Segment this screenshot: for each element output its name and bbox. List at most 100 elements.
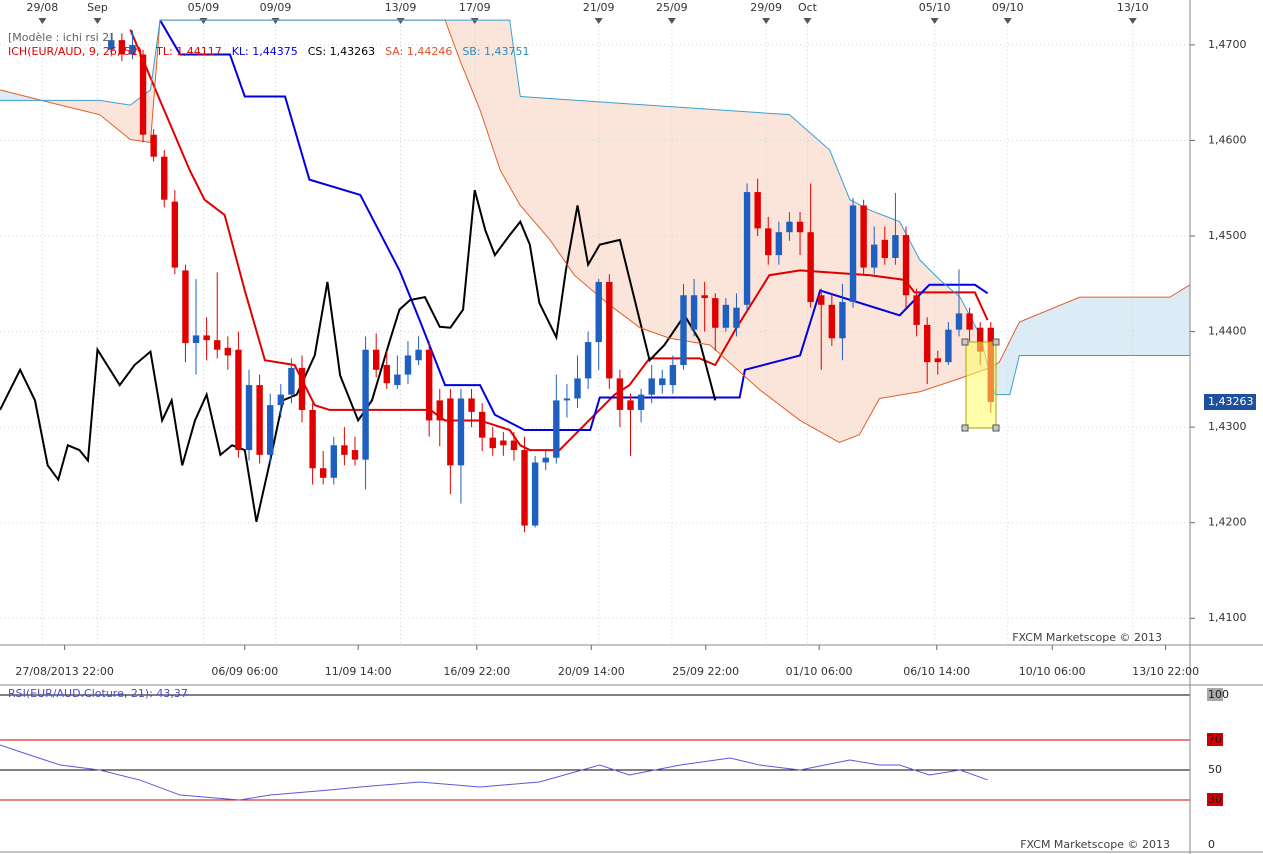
candle-body [203, 335, 210, 341]
indicator-line [159, 19, 989, 431]
top-tick [271, 18, 280, 24]
candle-body [108, 40, 115, 50]
selection-box[interactable] [965, 341, 997, 429]
cloud-fill [445, 20, 989, 443]
y-tick-label: 1,4200 [1208, 516, 1247, 529]
candle-body [436, 400, 443, 421]
selection-handle[interactable] [992, 424, 1000, 432]
candle-body [277, 394, 285, 406]
top-tick-label: 13/09 [385, 1, 417, 14]
top-tick-label: Oct [798, 1, 818, 14]
top-tick [199, 18, 208, 24]
candle-body [701, 295, 708, 299]
candle-body [330, 445, 337, 478]
y-tick-label: 1,4600 [1208, 133, 1247, 146]
text-layer: TL: 1,44117 KL: 1,44375 CS: 1,43263 SA: 1,4… [15, 1, 1256, 851]
grid-layer [0, 18, 1195, 801]
candle-body [966, 313, 973, 330]
indicator-line [0, 189, 717, 522]
candle-body [531, 462, 539, 526]
candle-body [754, 192, 761, 229]
top-tick [93, 18, 102, 24]
legend-entry: SA: 1,44246 [385, 45, 452, 58]
candle-body [129, 44, 136, 55]
candle-body [934, 358, 942, 363]
candle-body [860, 205, 867, 268]
candle-body [913, 295, 920, 325]
candle-body [235, 349, 242, 451]
candle-body [510, 440, 518, 451]
candle-body [712, 298, 719, 328]
candle-body [351, 450, 359, 460]
candle-body [786, 221, 793, 233]
top-tick-label: 21/09 [583, 1, 615, 14]
top-tick-label: 13/10 [1117, 1, 1149, 14]
top-tick [1128, 18, 1137, 24]
candle-body [871, 244, 878, 268]
rsi-label: RSI(EUR/AUD.Cloture, 21): 43,37 [8, 687, 188, 700]
candle-body [584, 342, 592, 379]
top-tick-label: 09/10 [992, 1, 1024, 14]
watermark: FXCM Marketscope © 2013 [1012, 631, 1162, 644]
candle-body [796, 221, 804, 233]
candle-body [118, 40, 126, 55]
candle-body [457, 398, 465, 466]
top-tick-label: 05/09 [188, 1, 220, 14]
candle-body [945, 329, 952, 363]
candle-body [775, 232, 783, 256]
selection-handle[interactable] [961, 424, 969, 432]
candle-body [574, 378, 581, 399]
selection-handle[interactable] [992, 338, 1000, 346]
selection-handle[interactable] [961, 338, 969, 346]
candle-body [606, 281, 613, 379]
last-price-label: 1,43263 [1208, 395, 1254, 408]
candle-body [765, 228, 772, 256]
candle-body [902, 235, 910, 296]
candle-body [245, 385, 253, 451]
top-tick-label: 05/10 [919, 1, 951, 14]
top-tick-label: 29/09 [750, 1, 782, 14]
x-tick-label: 11/09 14:00 [325, 665, 392, 678]
y-tick-label: 1,4400 [1208, 325, 1247, 338]
candle-body [892, 235, 899, 258]
top-tick [594, 18, 603, 24]
legend-entry: SB: 1,43751 [462, 45, 529, 58]
x-tick-label: 25/09 22:00 [672, 665, 739, 678]
candle-body [489, 437, 496, 449]
candle-body [690, 295, 698, 330]
tick-label-bg [1207, 688, 1223, 701]
y-tick-label: 1,4500 [1208, 229, 1247, 242]
y-tick-label: 70 [1208, 733, 1222, 746]
x-tick-label: 27/08/2013 22:00 [15, 665, 114, 678]
top-tick [930, 18, 939, 24]
top-tick [803, 18, 812, 24]
x-tick-label: 13/10 22:00 [1132, 665, 1199, 678]
candle-body [553, 400, 560, 458]
x-tick-label: 06/10 14:00 [903, 665, 970, 678]
top-tick-label: 29/08 [27, 1, 59, 14]
legend-entry: TL: 1,44117 [155, 45, 222, 58]
candle-body [288, 367, 295, 395]
top-tick-label: 09/09 [260, 1, 292, 14]
cloud-fill [42, 20, 162, 143]
candle-body [669, 365, 677, 386]
candle-body [139, 54, 147, 135]
y-tick-label: 1,4700 [1208, 38, 1247, 51]
candle-body [192, 335, 200, 344]
candle-body [447, 398, 454, 466]
candle-body [807, 232, 814, 302]
top-tick-label: Sep [87, 1, 108, 14]
candle-body [818, 295, 825, 305]
candle-body [298, 367, 306, 410]
top-tick [1003, 18, 1012, 24]
candle-body [256, 385, 263, 455]
candle-body [733, 307, 740, 328]
candle-body [214, 340, 221, 350]
candle-body [161, 156, 168, 200]
y-tick-label: 100 [1208, 688, 1229, 701]
top-tick [396, 18, 405, 24]
candle-body [415, 349, 422, 361]
candle-body [182, 270, 189, 344]
